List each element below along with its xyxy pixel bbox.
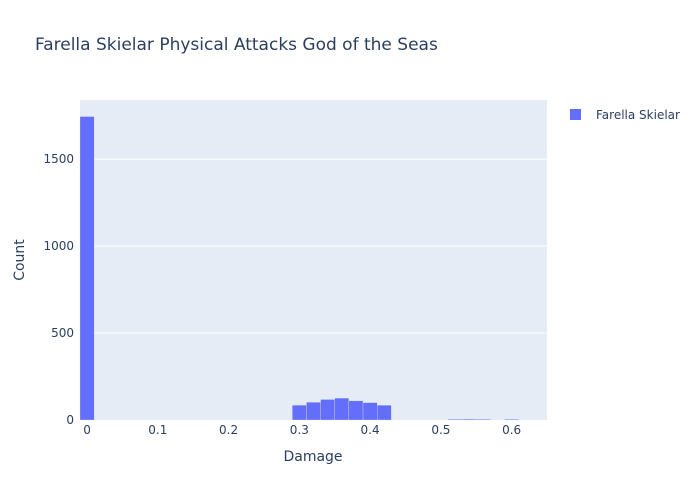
histogram-bar[interactable] [377, 405, 392, 421]
histogram-bar[interactable] [504, 419, 519, 421]
histogram-bar[interactable] [447, 419, 463, 421]
y-tick-label: 0 [66, 413, 74, 427]
x-tick-label: 0.3 [290, 423, 309, 437]
chart-title: Farella Skielar Physical Attacks God of … [35, 35, 438, 55]
histogram-bar[interactable] [320, 399, 335, 421]
y-tick-label: 500 [51, 326, 74, 340]
x-tick-label: 0.4 [361, 423, 380, 437]
x-axis-title: Damage [283, 449, 342, 465]
plot-background [80, 100, 547, 420]
histogram-bar[interactable] [79, 116, 95, 421]
legend-swatch [570, 109, 581, 120]
legend[interactable]: Farella Skielar [570, 108, 680, 122]
x-tick-label: 0.6 [502, 423, 521, 437]
histogram-bar[interactable] [348, 400, 364, 421]
histogram-bar[interactable] [362, 402, 378, 421]
x-tick-label: 0.5 [431, 423, 450, 437]
legend-label: Farella Skielar [596, 108, 680, 122]
y-tick-label: 1500 [43, 152, 74, 166]
y-axis-ticks: 0 500 1000 1500 [43, 152, 74, 427]
histogram-bar[interactable] [306, 402, 321, 421]
x-tick-label: 0.1 [148, 423, 167, 437]
histogram-bar[interactable] [476, 419, 491, 421]
x-tick-label: 0.2 [219, 423, 238, 437]
histogram-bar[interactable] [461, 418, 477, 421]
histogram-bar[interactable] [334, 397, 350, 421]
histogram-bar[interactable] [292, 405, 307, 421]
y-tick-label: 1000 [43, 239, 74, 253]
bars [79, 116, 519, 421]
x-tick-label: 0 [83, 423, 91, 437]
grid-lines [80, 158, 547, 334]
y-axis-title: Count [12, 239, 28, 281]
x-axis-ticks: 0 0.1 0.2 0.3 0.4 0.5 0.6 [83, 423, 521, 437]
